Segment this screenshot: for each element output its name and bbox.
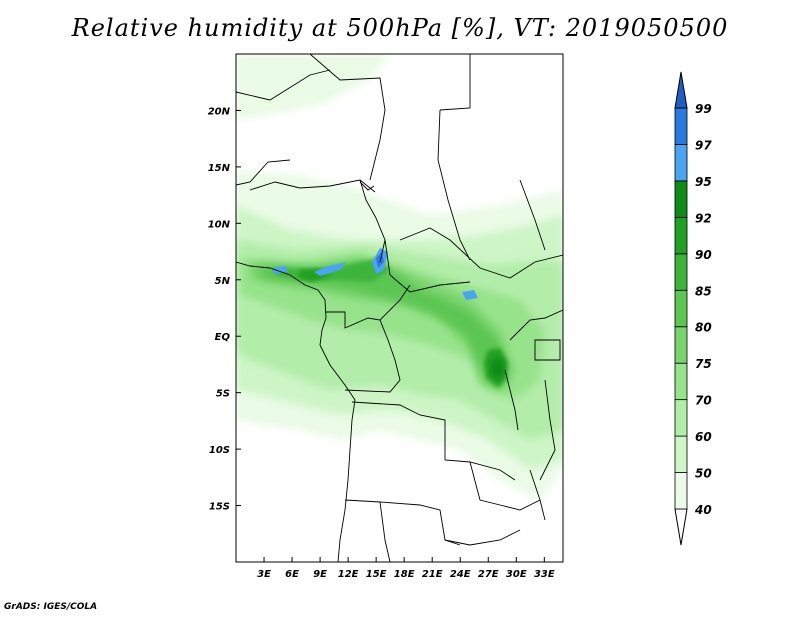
colorbar-segment <box>674 216 688 255</box>
rh-contour-40-north <box>236 54 390 120</box>
colorbar-segment <box>674 144 688 182</box>
border-botswana <box>444 529 521 546</box>
y-axis: 20N 15N 10N 5N EQ 5S 10S 15S <box>208 106 241 513</box>
colorbar-over-triangle <box>674 71 688 109</box>
border-nigeria-cameroon <box>359 179 386 263</box>
colorbar-under-triangle <box>674 508 688 546</box>
y-tick-label: 10N <box>208 219 231 230</box>
border-zambia <box>469 461 541 511</box>
border-east-2 <box>539 379 556 481</box>
border-mali-niger <box>236 159 291 186</box>
border-drc-north <box>379 284 411 321</box>
colorbar-label: 75 <box>695 357 712 371</box>
lake-victoria <box>534 339 561 361</box>
colorbar-segment <box>674 435 688 473</box>
map-borders <box>236 54 563 562</box>
x-tick-label: 33E <box>534 569 555 580</box>
border-nigeria-north <box>249 179 376 193</box>
lake-chad <box>359 181 375 191</box>
border-gabon-congo <box>325 311 389 341</box>
map-frame <box>235 53 564 563</box>
colorbar-label: 95 <box>695 175 712 189</box>
x-tick-label: 30E <box>506 569 527 580</box>
colorbar-label: 40 <box>694 503 712 517</box>
y-tick-label: 5N <box>215 276 231 287</box>
colorbar-segment <box>674 399 688 437</box>
border-angola-south <box>344 499 461 546</box>
x-tick-label: 9E <box>313 569 327 580</box>
border-drc-angola <box>351 401 516 481</box>
colorbar-segment <box>674 180 688 218</box>
lake-tanganyika <box>504 369 519 431</box>
border-chad-sudan <box>437 109 471 261</box>
colorbar-label: 92 <box>695 211 712 225</box>
colorbar: 40 50 60 70 75 80 85 90 92 95 97 99 <box>674 71 712 546</box>
y-tick-label: EQ <box>215 332 231 343</box>
colorbar-segment <box>674 472 688 510</box>
border-east-1 <box>509 309 563 341</box>
colorbar-segment <box>674 289 688 328</box>
y-tick-label: 15N <box>208 163 231 174</box>
y-tick-label: 15S <box>209 502 230 513</box>
chart-title: Relative humidity at 500hPa [%], VT: 201… <box>71 14 729 42</box>
humidity-field <box>236 54 563 500</box>
border-namibia <box>379 501 391 562</box>
rh-contour-95-d <box>462 290 478 300</box>
credit-label: GrADS: IGES/COLA <box>4 602 98 612</box>
x-axis: 3E 6E 9E 12E 15E 18E 21E 24E 27E 30E 33E <box>257 557 555 580</box>
x-tick-label: 15E <box>366 569 387 580</box>
rh-contour-92 <box>490 358 505 380</box>
colorbar-segment <box>674 362 688 401</box>
x-tick-label: 27E <box>478 569 499 580</box>
border-sudan-south <box>399 227 563 279</box>
colorbar-label: 60 <box>695 430 712 444</box>
rh-contour-95-b <box>314 262 346 276</box>
colorbar-label: 90 <box>695 248 712 262</box>
x-tick-label: 18E <box>394 569 415 580</box>
y-tick-label: 10S <box>209 445 230 456</box>
colorbar-segment <box>674 253 688 291</box>
coastline-west <box>236 261 356 562</box>
border-niger-chad <box>236 69 331 101</box>
border-algeria-libya <box>309 54 386 181</box>
colorbar-label: 70 <box>695 394 712 408</box>
border-drc-west <box>344 339 401 393</box>
colorbar-segment <box>674 326 688 364</box>
x-tick-label: 6E <box>285 569 299 580</box>
rh-contour-75 <box>250 258 515 392</box>
x-tick-label: 3E <box>257 569 271 580</box>
y-tick-label: 20N <box>208 106 231 117</box>
border-sudan-ethiopia <box>519 179 546 251</box>
colorbar-label: 97 <box>695 138 712 152</box>
rh-contour-95-c <box>272 266 288 274</box>
colorbar-label: 85 <box>695 284 712 298</box>
colorbar-label: 80 <box>695 321 712 335</box>
lake-malawi <box>529 469 546 521</box>
border-car <box>384 239 471 293</box>
y-tick-label: 5S <box>216 389 230 400</box>
x-tick-label: 21E <box>422 569 443 580</box>
colorbar-segment <box>674 107 688 145</box>
x-tick-label: 24E <box>450 569 471 580</box>
colorbar-label: 50 <box>695 467 712 481</box>
border-libya-egypt <box>439 54 471 111</box>
x-tick-label: 12E <box>338 569 359 580</box>
colorbar-label: 99 <box>695 102 712 116</box>
